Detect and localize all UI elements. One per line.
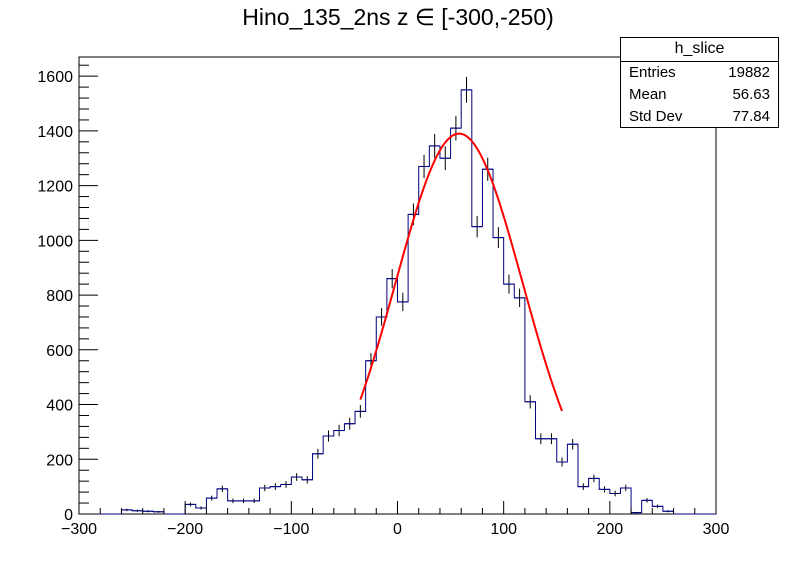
stats-row-entries: Entries 19882 bbox=[621, 62, 778, 84]
stats-value-stddev: 77.84 bbox=[732, 108, 770, 125]
x-tick-label-4: 100 bbox=[490, 521, 517, 538]
x-tick-label-5: 200 bbox=[596, 521, 623, 538]
fit-curve-group bbox=[359, 132, 563, 412]
stats-label-mean: Mean bbox=[629, 86, 667, 103]
y-tick-label-0: 0 bbox=[64, 507, 73, 524]
x-tick-label-2: −100 bbox=[273, 521, 309, 538]
stats-box: h_slice Entries 19882 Mean 56.63 Std Dev… bbox=[620, 37, 779, 128]
y-tick-label-4: 800 bbox=[46, 288, 73, 305]
stats-row-mean: Mean 56.63 bbox=[621, 84, 778, 106]
y-tick-label-7: 1400 bbox=[37, 124, 73, 141]
stats-row-stddev: Std Dev 77.84 bbox=[621, 106, 778, 128]
error-bars bbox=[121, 76, 674, 514]
y-tick-label-8: 1600 bbox=[37, 69, 73, 86]
y-tick-label-3: 600 bbox=[46, 343, 73, 360]
stats-label-entries: Entries bbox=[629, 64, 676, 81]
stats-label-stddev: Std Dev bbox=[629, 108, 683, 125]
y-tick-label-2: 400 bbox=[46, 398, 73, 415]
fit-curve bbox=[359, 132, 563, 412]
x-tick-label-3: 0 bbox=[393, 521, 402, 538]
stats-box-name: h_slice bbox=[621, 38, 778, 62]
x-tick-label-6: 300 bbox=[703, 521, 730, 538]
y-tick-label-1: 200 bbox=[46, 452, 73, 469]
chart-title: Hino_135_2ns z ∈ [-300,-250) bbox=[242, 4, 554, 30]
axes: −300 −200 −100 0 100 200 300 0 200 400 600 800 1000 1… bbox=[37, 64, 730, 538]
y-tick-label-5: 1000 bbox=[37, 233, 73, 250]
y-tick-label-6: 1200 bbox=[37, 179, 73, 196]
x-tick-label-0: −300 bbox=[61, 521, 97, 538]
x-tick-label-1: −200 bbox=[167, 521, 203, 538]
stats-value-entries: 19882 bbox=[728, 64, 770, 81]
stats-value-mean: 56.63 bbox=[732, 86, 770, 103]
